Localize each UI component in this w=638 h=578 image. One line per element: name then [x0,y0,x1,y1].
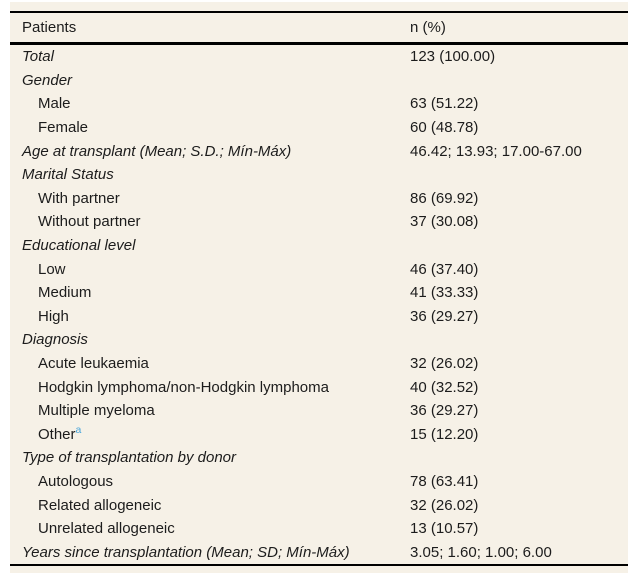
row-value: 32 (26.02) [410,496,479,514]
row-label: Male [38,95,71,113]
row-label: Hodgkin lymphoma/non-Hodgkin lymphoma [38,378,329,396]
row-label: Diagnosis [22,331,88,349]
header-row: Patients n (%) [10,12,628,44]
table-row: Medium 41 (33.33) [10,281,628,305]
table-row: Male 63 (51.22) [10,92,628,116]
table-row: Othera 15 (12.20) [10,423,628,447]
row-value: 63 (51.22) [410,95,479,113]
row-label: Type of transplantation by donor [22,449,237,467]
row-value: 86 (69.92) [410,189,479,207]
row-value: 46.42; 13.93; 17.00-67.00 [410,142,582,160]
row-label: Without partner [38,213,141,231]
row-label: Autologous [38,472,114,490]
table-row: Acute leukaemia 32 (26.02) [10,352,628,376]
table-row: Unrelated allogeneic 13 (10.57) [10,517,628,541]
row-value [410,328,628,352]
row-label: Medium [38,284,92,302]
data-table: Patients n (%) Total 123 (100.00) Gender… [10,11,628,567]
row-value: 41 (33.33) [410,284,479,302]
row-value: 40 (32.52) [410,378,479,396]
row-value [410,234,628,258]
table-row: Multiple myeloma 36 (29.27) [10,399,628,423]
row-label: Gender [22,71,73,89]
row-value: 3.05; 1.60; 1.00; 6.00 [410,543,552,561]
row-value: 36 (29.27) [410,402,479,420]
row-label: Low [38,260,66,278]
table-row: Related allogeneic 32 (26.02) [10,493,628,517]
table-row: Without partner 37 (30.08) [10,210,628,234]
table-row: High 36 (29.27) [10,305,628,329]
row-value [410,69,628,93]
row-label: Years since transplantation (Mean; SD; M… [22,543,350,561]
table-row: Hodgkin lymphoma/non-Hodgkin lymphoma 40… [10,375,628,399]
table-row: Age at transplant (Mean; S.D.; Mín-Máx) … [10,139,628,163]
row-label: Educational level [22,237,136,255]
column-header-patients: Patients [22,19,77,36]
table-row: Type of transplantation by donor [10,446,628,470]
row-label: Acute leukaemia [38,355,149,373]
row-label: Related allogeneic [38,496,162,514]
table-row: Total 123 (100.00) [10,44,628,69]
table-row: Female 60 (48.78) [10,116,628,140]
row-value: 123 (100.00) [410,48,496,66]
table-row: With partner 86 (69.92) [10,187,628,211]
table-row: Educational level [10,234,628,258]
row-label: Age at transplant (Mean; S.D.; Mín-Máx) [22,142,292,160]
row-value: 36 (29.27) [410,307,479,325]
row-label: Marital Status [22,166,114,184]
row-value: 32 (26.02) [410,355,479,373]
row-label: Unrelated allogeneic [38,520,175,538]
row-value: 60 (48.78) [410,119,479,137]
table-row: Gender [10,69,628,93]
row-value: 78 (63.41) [410,472,479,490]
row-value: 15 (12.20) [410,425,479,443]
row-value: 13 (10.57) [410,520,479,538]
row-value: 46 (37.40) [410,260,479,278]
row-value [410,446,628,470]
table-row: Years since transplantation (Mean; SD; M… [10,540,628,565]
table-row: Autologous 78 (63.41) [10,470,628,494]
row-label: High [38,307,69,325]
row-label: Multiple myeloma [38,402,155,420]
row-label: With partner [38,189,120,207]
row-label: Othera [38,423,82,443]
column-header-n-percent: n (%) [410,19,446,36]
table-row: Diagnosis [10,328,628,352]
table-row: Low 46 (37.40) [10,257,628,281]
footnote-marker[interactable]: a [75,423,82,436]
table-row: Marital Status [10,163,628,187]
row-label: Total [22,48,54,66]
row-value [410,163,628,187]
row-label: Female [38,119,89,137]
table-body: Total 123 (100.00) Gender Male 63 (51.22… [10,44,628,566]
table-header: Patients n (%) [10,12,628,44]
row-value: 37 (30.08) [410,213,479,231]
patients-characteristics-table: Patients n (%) Total 123 (100.00) Gender… [10,2,628,574]
